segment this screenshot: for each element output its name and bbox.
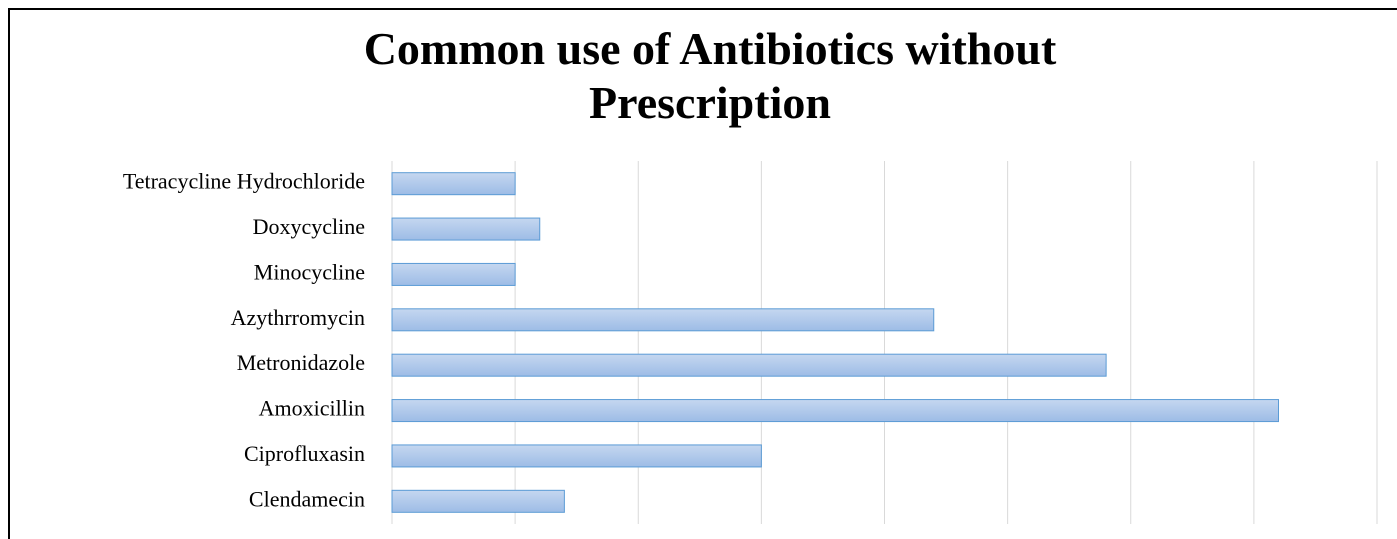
y-tick-label: Amoxicillin [259,396,365,421]
chart-title: Common use of Antibiotics without Prescr… [363,23,1057,128]
bar [391,444,762,468]
bar [391,308,935,332]
y-tick-label: Azythrromycin [231,305,365,330]
y-tick-label: Clendamecin [249,486,365,511]
bar [391,399,1279,423]
y-tick-label: Doxycycline [253,214,365,239]
bar [391,262,516,286]
y-tick-label: Metronidazole [237,350,365,375]
y-tick-label: Minocycline [254,259,365,284]
bar [391,172,516,196]
y-tick-label: Ciprofluxasin [244,441,365,466]
y-tick-label: Tetracycline Hydrochloride [123,169,365,194]
chart-frame [8,8,1397,539]
bar [391,217,541,241]
bar [391,353,1107,377]
bar [391,489,565,513]
